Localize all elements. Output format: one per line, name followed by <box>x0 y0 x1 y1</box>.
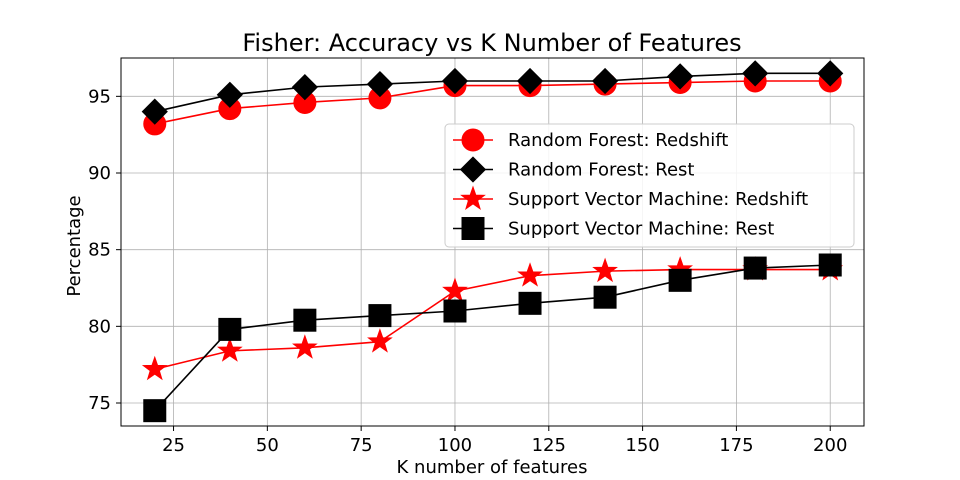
data-point-square <box>368 304 392 328</box>
series-line <box>154 264 831 412</box>
data-point-star <box>367 328 393 353</box>
data-point-square <box>143 399 167 423</box>
x-tick-label: 200 <box>813 435 847 456</box>
data-point-star <box>592 257 618 283</box>
data-point-diamond <box>591 67 619 95</box>
series-1 <box>141 60 844 125</box>
data-point-diamond <box>516 67 544 95</box>
data-point-diamond <box>141 98 168 125</box>
data-point-diamond <box>366 70 394 98</box>
data-point-diamond <box>216 81 243 108</box>
data-point-square <box>461 217 485 240</box>
series-line <box>154 268 831 371</box>
y-tick-label: 85 <box>88 240 111 261</box>
legend-label: Random Forest: Rest <box>508 160 694 181</box>
legend: Random Forest: Redshift Random Forest: Re… <box>444 123 855 248</box>
data-point-diamond <box>441 67 469 95</box>
x-tick-label: 50 <box>256 435 279 456</box>
y-tick-label: 90 <box>88 163 111 184</box>
data-point-square <box>443 299 467 323</box>
data-point-star <box>517 262 543 287</box>
plot-frame <box>120 57 865 427</box>
data-point-star <box>460 185 486 210</box>
data-point-square <box>743 256 767 280</box>
y-tick-label: 80 <box>88 316 111 337</box>
y-tick-label: 95 <box>88 86 111 107</box>
data-point-circle <box>461 128 485 152</box>
series-3 <box>143 253 842 423</box>
x-tick-label: 150 <box>625 435 659 456</box>
data-point-diamond <box>667 63 694 90</box>
y-axis-title: Percentage <box>64 195 85 296</box>
x-tick-label: 175 <box>719 435 753 456</box>
data-point-diamond <box>459 156 487 183</box>
data-point-square <box>293 308 317 332</box>
data-point-star <box>442 277 468 303</box>
x-tick-label: 25 <box>162 435 185 456</box>
data-point-diamond <box>817 60 844 87</box>
y-tick-label: 75 <box>88 393 111 414</box>
data-point-star <box>141 355 168 381</box>
series-line <box>154 80 831 125</box>
x-tick-label: 125 <box>532 435 566 456</box>
data-point-star <box>292 334 318 359</box>
data-point-star <box>216 337 243 362</box>
chart-title: Fisher: Accuracy vs K Number of Features <box>242 29 741 57</box>
data-point-square <box>218 317 242 341</box>
legend-label: Support Vector Machine: Redshift <box>508 189 808 210</box>
legend-label: Support Vector Machine: Rest <box>508 219 774 240</box>
data-point-square <box>593 285 617 309</box>
data-point-square <box>668 268 692 292</box>
legend-box <box>444 123 855 248</box>
x-tick-label: 100 <box>438 435 472 456</box>
ticks: 25 50 75 100 125 150 175 200 75 80 85 90 95 <box>88 86 847 456</box>
series-layer <box>141 60 844 423</box>
series-line <box>154 72 831 113</box>
data-point-diamond <box>291 74 318 101</box>
x-tick-label: 75 <box>350 435 373 456</box>
series-2 <box>141 256 844 381</box>
data-point-diamond <box>742 60 769 87</box>
legend-label: Random Forest: Redshift <box>508 130 728 151</box>
data-point-square <box>518 291 542 315</box>
x-axis-title: K number of features <box>397 457 588 478</box>
data-point-square <box>818 253 842 277</box>
